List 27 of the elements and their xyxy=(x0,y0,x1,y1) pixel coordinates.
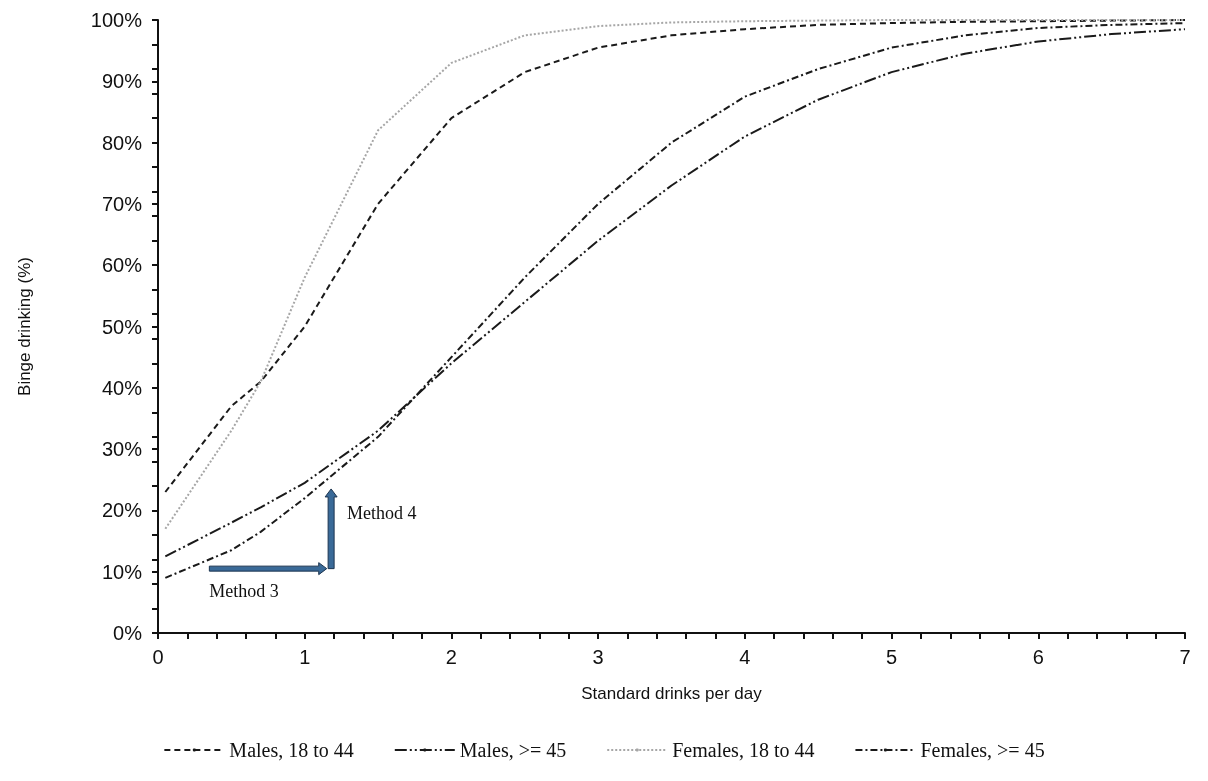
x-tick-label: 7 xyxy=(1179,646,1191,668)
legend-label: Females, 18 to 44 xyxy=(672,739,815,761)
y-tick-label: 90% xyxy=(101,70,143,93)
x-tick-label: 4 xyxy=(739,646,751,668)
y-tick-label: 20% xyxy=(101,499,143,522)
y-axis-title: Binge drinking (%) xyxy=(15,257,34,396)
y-tick-label: 60% xyxy=(101,254,143,277)
y-tick-label: 100% xyxy=(90,9,143,31)
x-tick-label: 6 xyxy=(1032,646,1044,668)
legend-label: Males, >= 45 xyxy=(459,739,567,761)
annotation: Method 3 xyxy=(209,580,279,601)
x-tick-label: 3 xyxy=(592,646,604,668)
x-axis-title: Standard drinks per day xyxy=(581,684,763,703)
y-tick-label: 30% xyxy=(101,438,143,461)
legend-label: Males, 18 to 44 xyxy=(229,739,354,761)
y-tick-label: 70% xyxy=(101,192,143,215)
x-tick-label: 0 xyxy=(152,646,164,668)
y-tick-label: 10% xyxy=(101,560,143,583)
y-tick-label: 0% xyxy=(113,622,143,644)
y-tick-label: 50% xyxy=(101,315,143,338)
y-tick-label: 40% xyxy=(101,376,143,399)
x-tick-label: 1 xyxy=(299,646,311,668)
legend-label: Females, >= 45 xyxy=(920,739,1045,761)
x-tick-label: 5 xyxy=(886,646,898,668)
y-tick-label: 80% xyxy=(101,131,143,154)
annotation: Method 4 xyxy=(347,502,417,523)
x-tick-label: 2 xyxy=(445,646,457,668)
